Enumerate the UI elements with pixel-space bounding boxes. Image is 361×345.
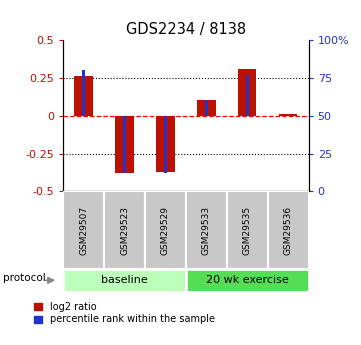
Bar [205,100,208,116]
Bar [186,269,309,292]
Text: GSM29536: GSM29536 [284,206,293,255]
Bar [279,114,297,116]
Bar [74,76,93,116]
Bar [238,69,256,116]
Bar [197,100,216,116]
Text: 20 wk exercise: 20 wk exercise [206,275,289,285]
Bar [104,191,145,269]
Text: GSM29523: GSM29523 [120,206,129,255]
Bar [115,116,134,173]
Bar [63,191,104,269]
Bar [123,116,126,173]
Legend: log2 ratio, percentile rank within the sample: log2 ratio, percentile rank within the s… [34,302,215,325]
Text: GSM29507: GSM29507 [79,206,88,255]
Text: GSM29533: GSM29533 [202,206,211,255]
Bar [227,191,268,269]
Bar [164,116,167,173]
Text: protocol: protocol [3,273,46,283]
Bar [82,70,85,116]
Bar [186,191,227,269]
Title: GDS2234 / 8138: GDS2234 / 8138 [126,22,246,37]
Bar [245,75,249,116]
Text: GSM29529: GSM29529 [161,206,170,255]
Text: baseline: baseline [101,275,148,285]
Bar [63,269,186,292]
Text: GSM29535: GSM29535 [243,206,252,255]
Bar [268,191,309,269]
Bar [156,116,175,172]
Bar [145,191,186,269]
